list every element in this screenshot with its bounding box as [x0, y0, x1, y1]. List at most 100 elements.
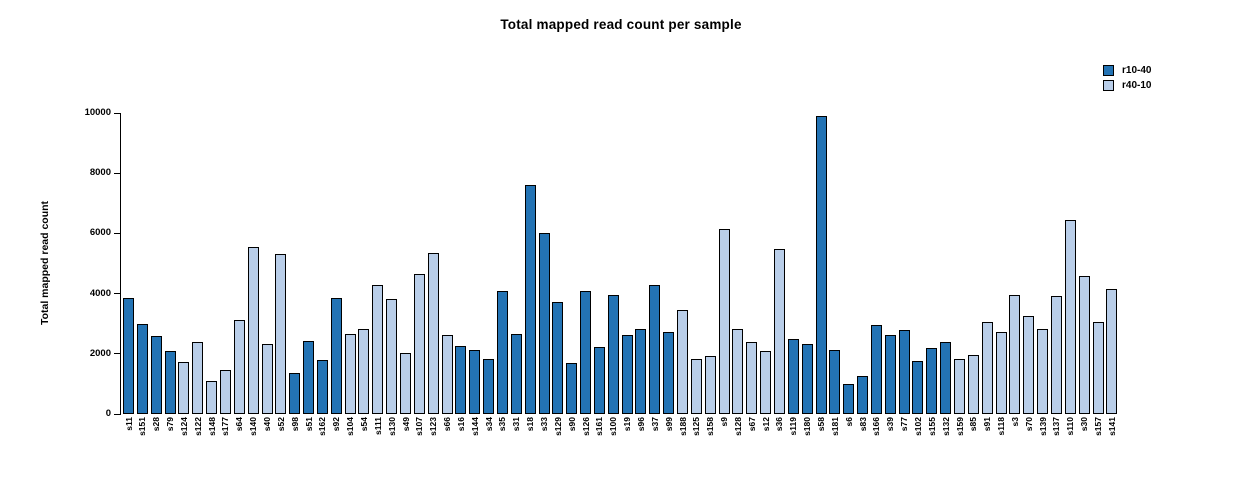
bar-s181: [829, 350, 841, 414]
x-axis-label-s162: s162: [317, 417, 328, 436]
x-axis-label-s92: s92: [331, 417, 342, 432]
bar-s96: [635, 329, 647, 414]
bar-s28: [150, 336, 162, 414]
x-axis-label-s155: s155: [926, 417, 937, 436]
x-axis-label-s36: s36: [774, 417, 785, 432]
bar-s159: [954, 359, 965, 414]
bar-s39: [884, 335, 896, 414]
y-axis-title: Total mapped read count: [39, 200, 51, 326]
bar-s122: [192, 342, 204, 414]
bar-s30: [1078, 276, 1090, 414]
x-axis-label-s159: s159: [954, 417, 965, 436]
x-axis-label-s137: s137: [1051, 417, 1062, 436]
x-axis-label-s123: s123: [428, 417, 439, 436]
bar-s66: [441, 335, 453, 414]
x-axis-label-s11: s11: [123, 417, 134, 431]
bar-s130: [386, 299, 398, 414]
bar-s37: [649, 285, 661, 414]
bar-s166: [870, 325, 882, 414]
bar-s148: [206, 381, 218, 414]
x-axis-label-s35: s35: [497, 417, 508, 432]
x-axis-label-s30: s30: [1079, 417, 1090, 432]
x-axis-label-s188: s188: [677, 417, 688, 436]
x-axis-label-s130: s130: [386, 417, 397, 436]
bar-s129: [552, 302, 564, 414]
legend-swatch-icon: [1103, 80, 1114, 91]
x-axis-label-s12: s12: [760, 417, 771, 432]
legend: r10-40 r40-10: [1103, 63, 1151, 93]
x-axis-label-s70: s70: [1023, 417, 1034, 432]
y-tick-label: 0: [105, 408, 111, 419]
bar-s51: [303, 341, 315, 414]
x-axis-label-s148: s148: [206, 417, 217, 436]
y-tick: [114, 172, 121, 174]
bar-s111: [372, 285, 384, 414]
bar-s85: [967, 355, 979, 414]
x-axis-label-s3: s3: [1009, 417, 1020, 427]
x-axis-label-s104: s104: [345, 417, 356, 436]
x-axis-label-s118: s118: [996, 417, 1007, 436]
bar-s49: [400, 353, 411, 414]
x-axis-label-s177: s177: [220, 417, 231, 436]
bar-s100: [607, 295, 619, 414]
bar-s79: [164, 351, 176, 414]
x-axis-label-s125: s125: [691, 417, 702, 436]
bar-s19: [621, 335, 633, 414]
y-tick: [114, 413, 121, 415]
bar-s110: [1064, 220, 1076, 414]
y-tick-label: 10000: [84, 107, 111, 118]
legend-swatch-icon: [1103, 65, 1114, 76]
bar-s64: [233, 320, 245, 414]
bar-s70: [1023, 316, 1035, 414]
bar-s157: [1092, 322, 1104, 414]
x-axis-label-s98: s98: [289, 417, 300, 432]
chart-title: Total mapped read count per sample: [500, 17, 742, 32]
x-axis-label-s129: s129: [552, 417, 563, 436]
bar-s161: [593, 347, 605, 414]
bar-s40: [261, 344, 273, 414]
y-tick-label: 2000: [89, 347, 111, 359]
y-tick-label: 6000: [89, 227, 111, 239]
bar-s104: [344, 334, 356, 414]
x-axis-label-s166: s166: [871, 417, 882, 436]
bar-s144: [469, 350, 481, 414]
x-axis-label-s124: s124: [178, 417, 189, 436]
bar-s151: [136, 324, 148, 414]
x-axis-label-s52: s52: [275, 417, 286, 432]
x-axis-label-s91: s91: [982, 417, 993, 432]
x-axis-label-s66: s66: [442, 417, 453, 432]
plot-area: [121, 113, 1123, 414]
legend-label: r40-10: [1122, 79, 1152, 91]
x-axis-label-s110: s110: [1065, 417, 1076, 436]
x-axis-label-s139: s139: [1037, 417, 1048, 436]
bar-s31: [510, 334, 522, 414]
x-axis-label-s96: s96: [635, 417, 646, 432]
bar-s128: [732, 329, 744, 414]
bar-s34: [483, 359, 495, 414]
x-axis-label-s79: s79: [165, 417, 176, 432]
x-axis-label-s180: s180: [802, 417, 813, 436]
x-axis-label-s19: s19: [622, 417, 633, 432]
bar-s36: [773, 249, 785, 414]
x-axis-label-s83: s83: [857, 417, 868, 432]
x-axis-label-s119: s119: [788, 417, 799, 436]
x-axis-label-s39: s39: [885, 417, 896, 432]
legend-row-r10-40: r10-40: [1103, 63, 1151, 78]
x-axis-label-s9: s9: [719, 417, 730, 427]
bar-s83: [857, 376, 869, 414]
y-tick-label: 8000: [89, 167, 111, 179]
x-axis-label-s58: s58: [816, 417, 826, 432]
bar-s123: [427, 253, 439, 414]
bar-s52: [275, 254, 287, 414]
x-axis-label-s132: s132: [940, 417, 951, 436]
bar-s180: [801, 344, 813, 414]
bar-s155: [926, 348, 938, 414]
y-axis-line: [120, 113, 121, 415]
x-axis-label-s140: s140: [248, 417, 259, 436]
x-axis-label-s67: s67: [746, 417, 757, 432]
x-axis-label-s85: s85: [968, 417, 979, 432]
x-axis-label-s157: s157: [1093, 417, 1103, 436]
x-axis-label-s107: s107: [414, 417, 425, 436]
bar-s3: [1009, 295, 1021, 414]
